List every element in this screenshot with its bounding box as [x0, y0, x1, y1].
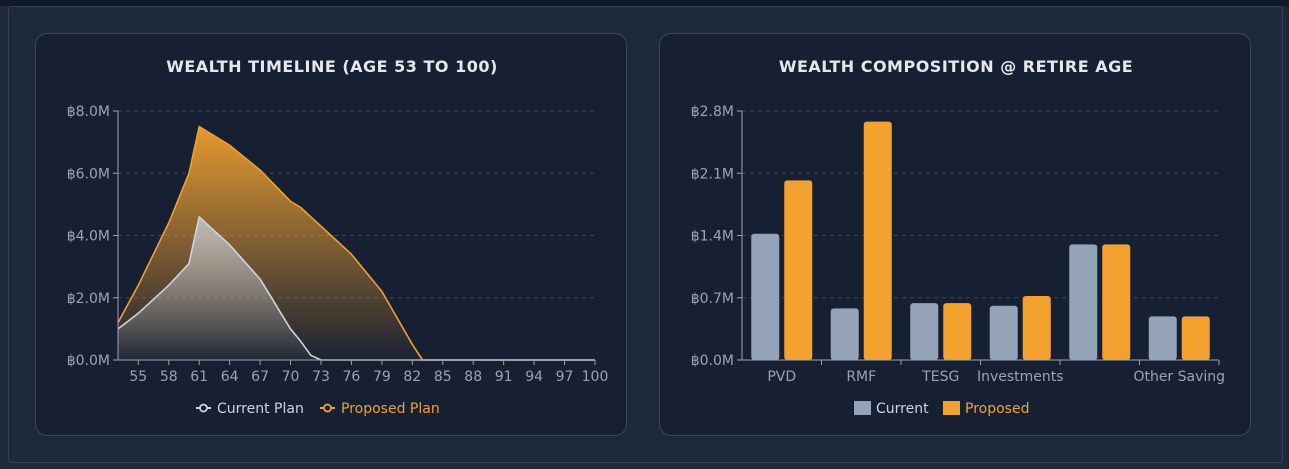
- wealth-timeline-chart: WEALTH TIMELINE (AGE 53 TO 100) ฿0.0M ฿2.…: [67, 57, 609, 417]
- chart-title: WEALTH TIMELINE (AGE 53 TO 100): [166, 57, 498, 76]
- x-tick-label: TESG: [921, 369, 959, 385]
- x-tick-label: 100: [582, 369, 609, 385]
- x-tick-label: 82: [403, 369, 421, 385]
- bar-current[interactable]: [989, 305, 1018, 360]
- x-tick-label: 58: [160, 369, 178, 385]
- bar-proposed[interactable]: [1181, 316, 1210, 360]
- y-tick-label: ฿0.7M: [691, 291, 734, 307]
- bar-proposed[interactable]: [943, 303, 972, 360]
- x-tick-label: 88: [464, 369, 482, 385]
- current-plan-area: [118, 216, 595, 360]
- y-tick-label: ฿0.0M: [691, 353, 734, 369]
- x-tick-label: 55: [129, 369, 147, 385]
- chart-title: WEALTH COMPOSITION @ RETIRE AGE: [779, 57, 1133, 76]
- legend-current-plan[interactable]: Current Plan: [217, 401, 304, 417]
- legend-proposed[interactable]: Proposed: [965, 401, 1029, 417]
- top-strip: [0, 0, 1289, 6]
- bar-proposed[interactable]: [863, 121, 892, 361]
- bar-current[interactable]: [751, 233, 780, 360]
- bar-proposed[interactable]: [1102, 244, 1131, 360]
- x-tick-label: Investments: [977, 369, 1064, 385]
- bar-current[interactable]: [1148, 316, 1177, 360]
- y-tick-label: ฿2.8M: [691, 104, 734, 120]
- bar-proposed[interactable]: [784, 180, 813, 360]
- chart-legend: Current Plan Proposed Plan: [196, 401, 440, 417]
- legend-marker-current: [199, 403, 208, 413]
- x-tick-label: 70: [282, 369, 300, 385]
- bar-current[interactable]: [830, 308, 859, 360]
- x-tick-label: 79: [373, 369, 391, 385]
- x-tick-label: 85: [434, 369, 452, 385]
- x-tick-label: 64: [221, 369, 239, 385]
- x-tick-label: PVD: [767, 369, 796, 385]
- x-tick-label: 91: [495, 369, 513, 385]
- x-tick-label: 94: [525, 369, 543, 385]
- y-tick-label: ฿2.0M: [67, 291, 110, 307]
- legend-swatch-proposed: [943, 401, 960, 415]
- x-tick-label: 76: [343, 369, 361, 385]
- wealth-composition-card: WEALTH COMPOSITION @ RETIRE AGE ฿0.0M ฿0.…: [659, 33, 1251, 436]
- bar-proposed[interactable]: [1022, 295, 1051, 360]
- chart-legend: Current Proposed: [854, 401, 1029, 417]
- legend-current[interactable]: Current: [876, 401, 929, 417]
- x-tick-label: Other Saving: [1133, 369, 1225, 385]
- y-tick-label: ฿1.4M: [691, 229, 734, 245]
- bar-current[interactable]: [910, 303, 939, 360]
- legend-marker-proposed: [323, 403, 332, 413]
- bar-current[interactable]: [1069, 244, 1098, 360]
- x-tick-label: 67: [251, 369, 269, 385]
- y-tick-label: ฿4.0M: [67, 229, 110, 245]
- wealth-composition-chart: WEALTH COMPOSITION @ RETIRE AGE ฿0.0M ฿0.…: [691, 57, 1225, 417]
- y-tick-label: ฿6.0M: [67, 166, 110, 182]
- x-tick-label: 61: [190, 369, 208, 385]
- x-tick-label: RMF: [846, 369, 876, 385]
- y-tick-label: ฿8.0M: [67, 104, 110, 120]
- y-tick-label: ฿2.1M: [691, 166, 734, 182]
- legend-proposed-plan[interactable]: Proposed Plan: [341, 401, 440, 417]
- y-tick-label: ฿0.0M: [67, 353, 110, 369]
- legend-swatch-current: [854, 401, 871, 415]
- x-tick-label: 73: [312, 369, 330, 385]
- x-tick-label: 97: [556, 369, 574, 385]
- wealth-timeline-card: WEALTH TIMELINE (AGE 53 TO 100) ฿0.0M ฿2.…: [35, 33, 627, 436]
